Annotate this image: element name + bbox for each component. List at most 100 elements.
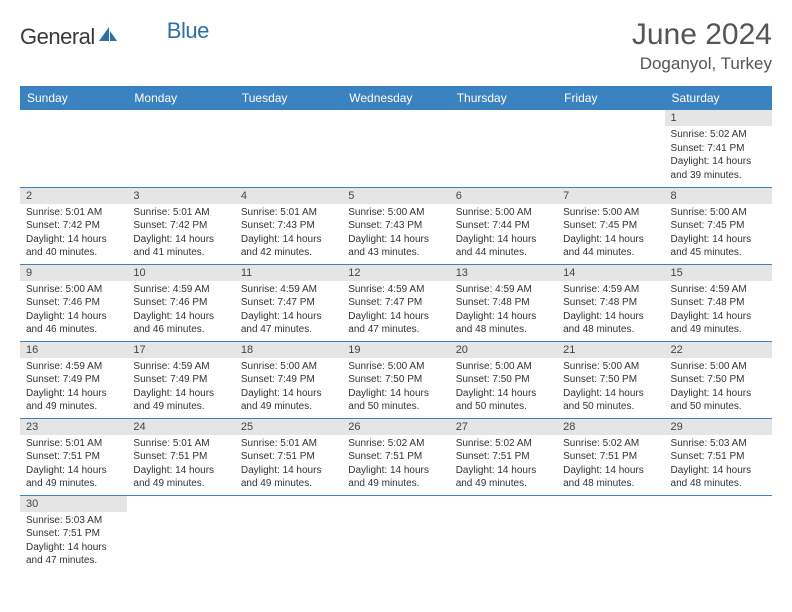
weekday-header: Wednesday: [342, 86, 449, 110]
day-number: 2: [20, 188, 127, 204]
day-details: Sunrise: 5:00 AMSunset: 7:50 PMDaylight:…: [665, 358, 772, 418]
calendar-cell: 4Sunrise: 5:01 AMSunset: 7:43 PMDaylight…: [235, 187, 342, 264]
day-details: Sunrise: 4:59 AMSunset: 7:47 PMDaylight:…: [235, 281, 342, 341]
calendar-cell: 22Sunrise: 5:00 AMSunset: 7:50 PMDayligh…: [665, 341, 772, 418]
calendar-cell: [127, 110, 234, 187]
day-number: 23: [20, 419, 127, 435]
calendar-cell: [557, 495, 664, 572]
day-details: Sunrise: 4:59 AMSunset: 7:49 PMDaylight:…: [127, 358, 234, 418]
calendar-row: 9Sunrise: 5:00 AMSunset: 7:46 PMDaylight…: [20, 264, 772, 341]
calendar-row: 30Sunrise: 5:03 AMSunset: 7:51 PMDayligh…: [20, 495, 772, 572]
weekday-header-row: Sunday Monday Tuesday Wednesday Thursday…: [20, 86, 772, 110]
day-details: Sunrise: 5:01 AMSunset: 7:51 PMDaylight:…: [127, 435, 234, 495]
day-number: 29: [665, 419, 772, 435]
calendar-cell: 12Sunrise: 4:59 AMSunset: 7:47 PMDayligh…: [342, 264, 449, 341]
day-number: 16: [20, 342, 127, 358]
calendar-cell: [665, 495, 772, 572]
calendar-row: 23Sunrise: 5:01 AMSunset: 7:51 PMDayligh…: [20, 418, 772, 495]
calendar-cell: [235, 495, 342, 572]
day-details: Sunrise: 5:00 AMSunset: 7:44 PMDaylight:…: [450, 204, 557, 264]
day-number: 26: [342, 419, 449, 435]
calendar-cell: [557, 110, 664, 187]
day-details: Sunrise: 4:59 AMSunset: 7:49 PMDaylight:…: [20, 358, 127, 418]
day-number: 19: [342, 342, 449, 358]
calendar-cell: 24Sunrise: 5:01 AMSunset: 7:51 PMDayligh…: [127, 418, 234, 495]
calendar-row: 2Sunrise: 5:01 AMSunset: 7:42 PMDaylight…: [20, 187, 772, 264]
calendar-cell: 20Sunrise: 5:00 AMSunset: 7:50 PMDayligh…: [450, 341, 557, 418]
logo: General Blue: [20, 24, 209, 50]
calendar-cell: 26Sunrise: 5:02 AMSunset: 7:51 PMDayligh…: [342, 418, 449, 495]
calendar-cell: 13Sunrise: 4:59 AMSunset: 7:48 PMDayligh…: [450, 264, 557, 341]
day-number: 18: [235, 342, 342, 358]
title-block: June 2024 Doganyol, Turkey: [632, 18, 772, 74]
calendar-row: 16Sunrise: 4:59 AMSunset: 7:49 PMDayligh…: [20, 341, 772, 418]
calendar-cell: 1Sunrise: 5:02 AMSunset: 7:41 PMDaylight…: [665, 110, 772, 187]
calendar-cell: 15Sunrise: 4:59 AMSunset: 7:48 PMDayligh…: [665, 264, 772, 341]
day-number: 27: [450, 419, 557, 435]
day-number: 8: [665, 188, 772, 204]
day-details: Sunrise: 4:59 AMSunset: 7:48 PMDaylight:…: [665, 281, 772, 341]
day-number: 21: [557, 342, 664, 358]
day-details: Sunrise: 4:59 AMSunset: 7:48 PMDaylight:…: [450, 281, 557, 341]
weekday-header: Tuesday: [235, 86, 342, 110]
day-number: 9: [20, 265, 127, 281]
day-details: Sunrise: 5:02 AMSunset: 7:41 PMDaylight:…: [665, 126, 772, 186]
day-number: 11: [235, 265, 342, 281]
calendar-cell: [235, 110, 342, 187]
weekday-header: Sunday: [20, 86, 127, 110]
calendar-cell: [450, 495, 557, 572]
day-details: Sunrise: 5:00 AMSunset: 7:46 PMDaylight:…: [20, 281, 127, 341]
calendar-cell: [342, 110, 449, 187]
calendar-cell: 21Sunrise: 5:00 AMSunset: 7:50 PMDayligh…: [557, 341, 664, 418]
logo-text-general: General: [20, 24, 95, 50]
day-details: Sunrise: 5:00 AMSunset: 7:50 PMDaylight:…: [342, 358, 449, 418]
calendar-cell: 17Sunrise: 4:59 AMSunset: 7:49 PMDayligh…: [127, 341, 234, 418]
day-details: Sunrise: 4:59 AMSunset: 7:47 PMDaylight:…: [342, 281, 449, 341]
calendar-cell: 27Sunrise: 5:02 AMSunset: 7:51 PMDayligh…: [450, 418, 557, 495]
weekday-header: Saturday: [665, 86, 772, 110]
day-details: Sunrise: 4:59 AMSunset: 7:48 PMDaylight:…: [557, 281, 664, 341]
day-details: Sunrise: 5:01 AMSunset: 7:42 PMDaylight:…: [127, 204, 234, 264]
day-number: 22: [665, 342, 772, 358]
day-details: Sunrise: 5:01 AMSunset: 7:43 PMDaylight:…: [235, 204, 342, 264]
header: General Blue June 2024 Doganyol, Turkey: [20, 18, 772, 74]
calendar-cell: 28Sunrise: 5:02 AMSunset: 7:51 PMDayligh…: [557, 418, 664, 495]
day-details: Sunrise: 5:03 AMSunset: 7:51 PMDaylight:…: [20, 512, 127, 572]
calendar-cell: 5Sunrise: 5:00 AMSunset: 7:43 PMDaylight…: [342, 187, 449, 264]
day-details: Sunrise: 5:03 AMSunset: 7:51 PMDaylight:…: [665, 435, 772, 495]
day-number: 1: [665, 110, 772, 126]
day-number: 17: [127, 342, 234, 358]
calendar-cell: 18Sunrise: 5:00 AMSunset: 7:49 PMDayligh…: [235, 341, 342, 418]
day-number: 25: [235, 419, 342, 435]
calendar-cell: 30Sunrise: 5:03 AMSunset: 7:51 PMDayligh…: [20, 495, 127, 572]
calendar-cell: 10Sunrise: 4:59 AMSunset: 7:46 PMDayligh…: [127, 264, 234, 341]
calendar-cell: 19Sunrise: 5:00 AMSunset: 7:50 PMDayligh…: [342, 341, 449, 418]
day-details: Sunrise: 5:02 AMSunset: 7:51 PMDaylight:…: [342, 435, 449, 495]
weekday-header: Monday: [127, 86, 234, 110]
day-details: Sunrise: 5:02 AMSunset: 7:51 PMDaylight:…: [557, 435, 664, 495]
calendar-cell: 6Sunrise: 5:00 AMSunset: 7:44 PMDaylight…: [450, 187, 557, 264]
day-number: 10: [127, 265, 234, 281]
day-details: Sunrise: 5:00 AMSunset: 7:45 PMDaylight:…: [557, 204, 664, 264]
day-number: 6: [450, 188, 557, 204]
calendar-cell: 23Sunrise: 5:01 AMSunset: 7:51 PMDayligh…: [20, 418, 127, 495]
day-details: Sunrise: 4:59 AMSunset: 7:46 PMDaylight:…: [127, 281, 234, 341]
day-details: Sunrise: 5:01 AMSunset: 7:42 PMDaylight:…: [20, 204, 127, 264]
day-number: 30: [20, 496, 127, 512]
month-title: June 2024: [632, 18, 772, 52]
calendar-body: 1Sunrise: 5:02 AMSunset: 7:41 PMDaylight…: [20, 110, 772, 572]
day-number: 24: [127, 419, 234, 435]
calendar-cell: 2Sunrise: 5:01 AMSunset: 7:42 PMDaylight…: [20, 187, 127, 264]
day-details: Sunrise: 5:01 AMSunset: 7:51 PMDaylight:…: [235, 435, 342, 495]
day-number: 7: [557, 188, 664, 204]
calendar-cell: 25Sunrise: 5:01 AMSunset: 7:51 PMDayligh…: [235, 418, 342, 495]
calendar-cell: 11Sunrise: 4:59 AMSunset: 7:47 PMDayligh…: [235, 264, 342, 341]
calendar-cell: 7Sunrise: 5:00 AMSunset: 7:45 PMDaylight…: [557, 187, 664, 264]
day-number: 14: [557, 265, 664, 281]
calendar-cell: 8Sunrise: 5:00 AMSunset: 7:45 PMDaylight…: [665, 187, 772, 264]
day-details: Sunrise: 5:00 AMSunset: 7:43 PMDaylight:…: [342, 204, 449, 264]
day-details: Sunrise: 5:02 AMSunset: 7:51 PMDaylight:…: [450, 435, 557, 495]
location-label: Doganyol, Turkey: [632, 54, 772, 74]
day-number: 12: [342, 265, 449, 281]
logo-text-blue: Blue: [167, 18, 209, 44]
